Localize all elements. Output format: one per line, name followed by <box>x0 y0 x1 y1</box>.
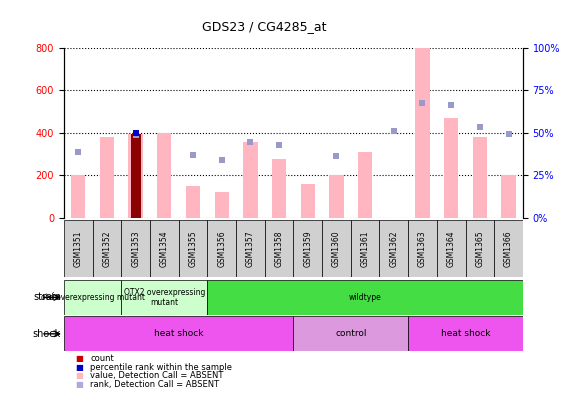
Bar <box>214 192 229 218</box>
Text: GSM1360: GSM1360 <box>332 230 341 267</box>
Text: ■: ■ <box>76 354 84 363</box>
Text: otd overexpressing mutant: otd overexpressing mutant <box>41 293 145 302</box>
Bar <box>64 316 293 351</box>
Bar <box>293 220 322 277</box>
Bar <box>150 220 178 277</box>
Text: GSM1358: GSM1358 <box>275 230 284 267</box>
Bar <box>121 220 150 277</box>
Text: rank, Detection Call = ABSENT: rank, Detection Call = ABSENT <box>90 380 219 389</box>
Text: heat shock: heat shock <box>154 329 203 338</box>
Text: ■: ■ <box>76 371 84 380</box>
Text: GSM1361: GSM1361 <box>361 230 370 267</box>
Text: GSM1364: GSM1364 <box>447 230 456 267</box>
Bar <box>92 220 121 277</box>
Bar <box>473 137 487 218</box>
Text: GSM1366: GSM1366 <box>504 230 513 267</box>
Text: GSM1359: GSM1359 <box>303 230 312 267</box>
Text: GSM1354: GSM1354 <box>160 230 169 267</box>
Text: GSM1352: GSM1352 <box>102 230 112 267</box>
Text: GSM1351: GSM1351 <box>74 230 83 267</box>
Text: ■: ■ <box>76 363 84 371</box>
Text: GSM1363: GSM1363 <box>418 230 427 267</box>
Bar <box>329 175 343 218</box>
Bar <box>272 159 286 218</box>
Bar <box>265 220 293 277</box>
Bar <box>358 152 372 218</box>
Text: GSM1365: GSM1365 <box>475 230 485 267</box>
Bar <box>300 184 315 218</box>
Text: count: count <box>90 354 114 363</box>
Bar <box>207 220 236 277</box>
Bar <box>465 220 494 277</box>
Text: value, Detection Call = ABSENT: value, Detection Call = ABSENT <box>90 371 224 380</box>
Text: GSM1355: GSM1355 <box>188 230 198 267</box>
Bar <box>415 48 430 218</box>
Text: OTX2 overexpressing
mutant: OTX2 overexpressing mutant <box>124 288 205 307</box>
Bar <box>121 280 207 315</box>
Bar <box>379 220 408 277</box>
Text: control: control <box>335 329 367 338</box>
Bar <box>64 220 92 277</box>
Text: GSM1356: GSM1356 <box>217 230 226 267</box>
Bar <box>494 220 523 277</box>
Text: GDS23 / CG4285_at: GDS23 / CG4285_at <box>202 20 327 33</box>
Bar <box>157 133 171 218</box>
Bar <box>437 220 465 277</box>
Bar <box>501 175 516 218</box>
Bar <box>100 137 114 218</box>
Text: ■: ■ <box>76 380 84 389</box>
Bar <box>444 118 458 218</box>
Bar <box>71 175 85 218</box>
Text: shock: shock <box>33 329 61 339</box>
Bar <box>408 220 437 277</box>
Text: GSM1353: GSM1353 <box>131 230 140 267</box>
Bar <box>322 220 351 277</box>
Text: wildtype: wildtype <box>349 293 382 302</box>
Text: strain: strain <box>33 292 61 303</box>
Bar <box>186 186 200 218</box>
Text: GSM1362: GSM1362 <box>389 230 399 267</box>
Bar <box>207 280 523 315</box>
Bar <box>131 134 141 218</box>
Bar <box>293 316 408 351</box>
Bar <box>243 142 257 218</box>
Bar <box>351 220 379 277</box>
Bar <box>64 280 121 315</box>
Text: GSM1357: GSM1357 <box>246 230 255 267</box>
Text: percentile rank within the sample: percentile rank within the sample <box>90 363 232 371</box>
Bar <box>408 316 523 351</box>
Bar <box>128 134 143 218</box>
Bar <box>179 220 207 277</box>
Text: heat shock: heat shock <box>441 329 490 338</box>
Bar <box>236 220 265 277</box>
